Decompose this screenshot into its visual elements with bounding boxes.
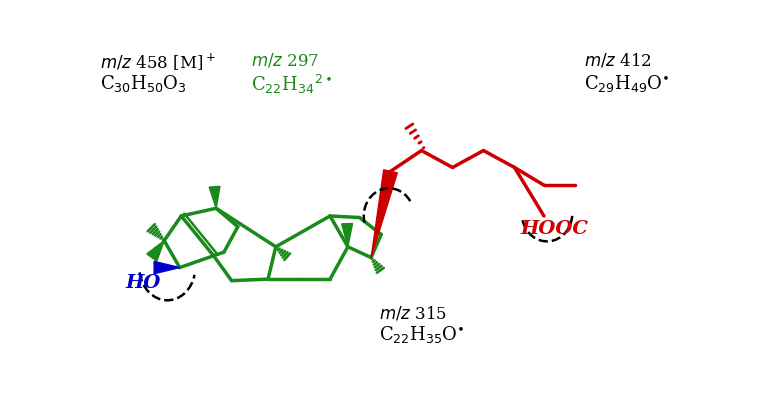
Polygon shape bbox=[342, 223, 353, 247]
Text: HOOC: HOOC bbox=[521, 220, 588, 238]
Text: $\mathit{m/z}$ 315: $\mathit{m/z}$ 315 bbox=[379, 304, 447, 322]
Text: C$_{22}$H$_{35}$O$^{\bullet}$: C$_{22}$H$_{35}$O$^{\bullet}$ bbox=[379, 324, 465, 345]
Text: C$_{30}$H$_{50}$O$_3$: C$_{30}$H$_{50}$O$_3$ bbox=[100, 73, 187, 94]
Polygon shape bbox=[371, 170, 397, 257]
Polygon shape bbox=[209, 186, 220, 208]
Polygon shape bbox=[147, 241, 164, 261]
Text: $\mathit{m/z}$ 297: $\mathit{m/z}$ 297 bbox=[251, 52, 319, 70]
Text: C$_{29}$H$_{49}$O$^{\bullet}$: C$_{29}$H$_{49}$O$^{\bullet}$ bbox=[584, 73, 670, 94]
Text: $\mathit{m/z}$ 458 [M]$^+$: $\mathit{m/z}$ 458 [M]$^+$ bbox=[100, 52, 216, 73]
Text: C$_{22}$H$_{34}$$^{2\bullet}$: C$_{22}$H$_{34}$$^{2\bullet}$ bbox=[251, 73, 333, 96]
Text: HO: HO bbox=[125, 274, 161, 292]
Polygon shape bbox=[154, 261, 180, 274]
Text: $\mathit{m/z}$ 412: $\mathit{m/z}$ 412 bbox=[584, 52, 652, 70]
